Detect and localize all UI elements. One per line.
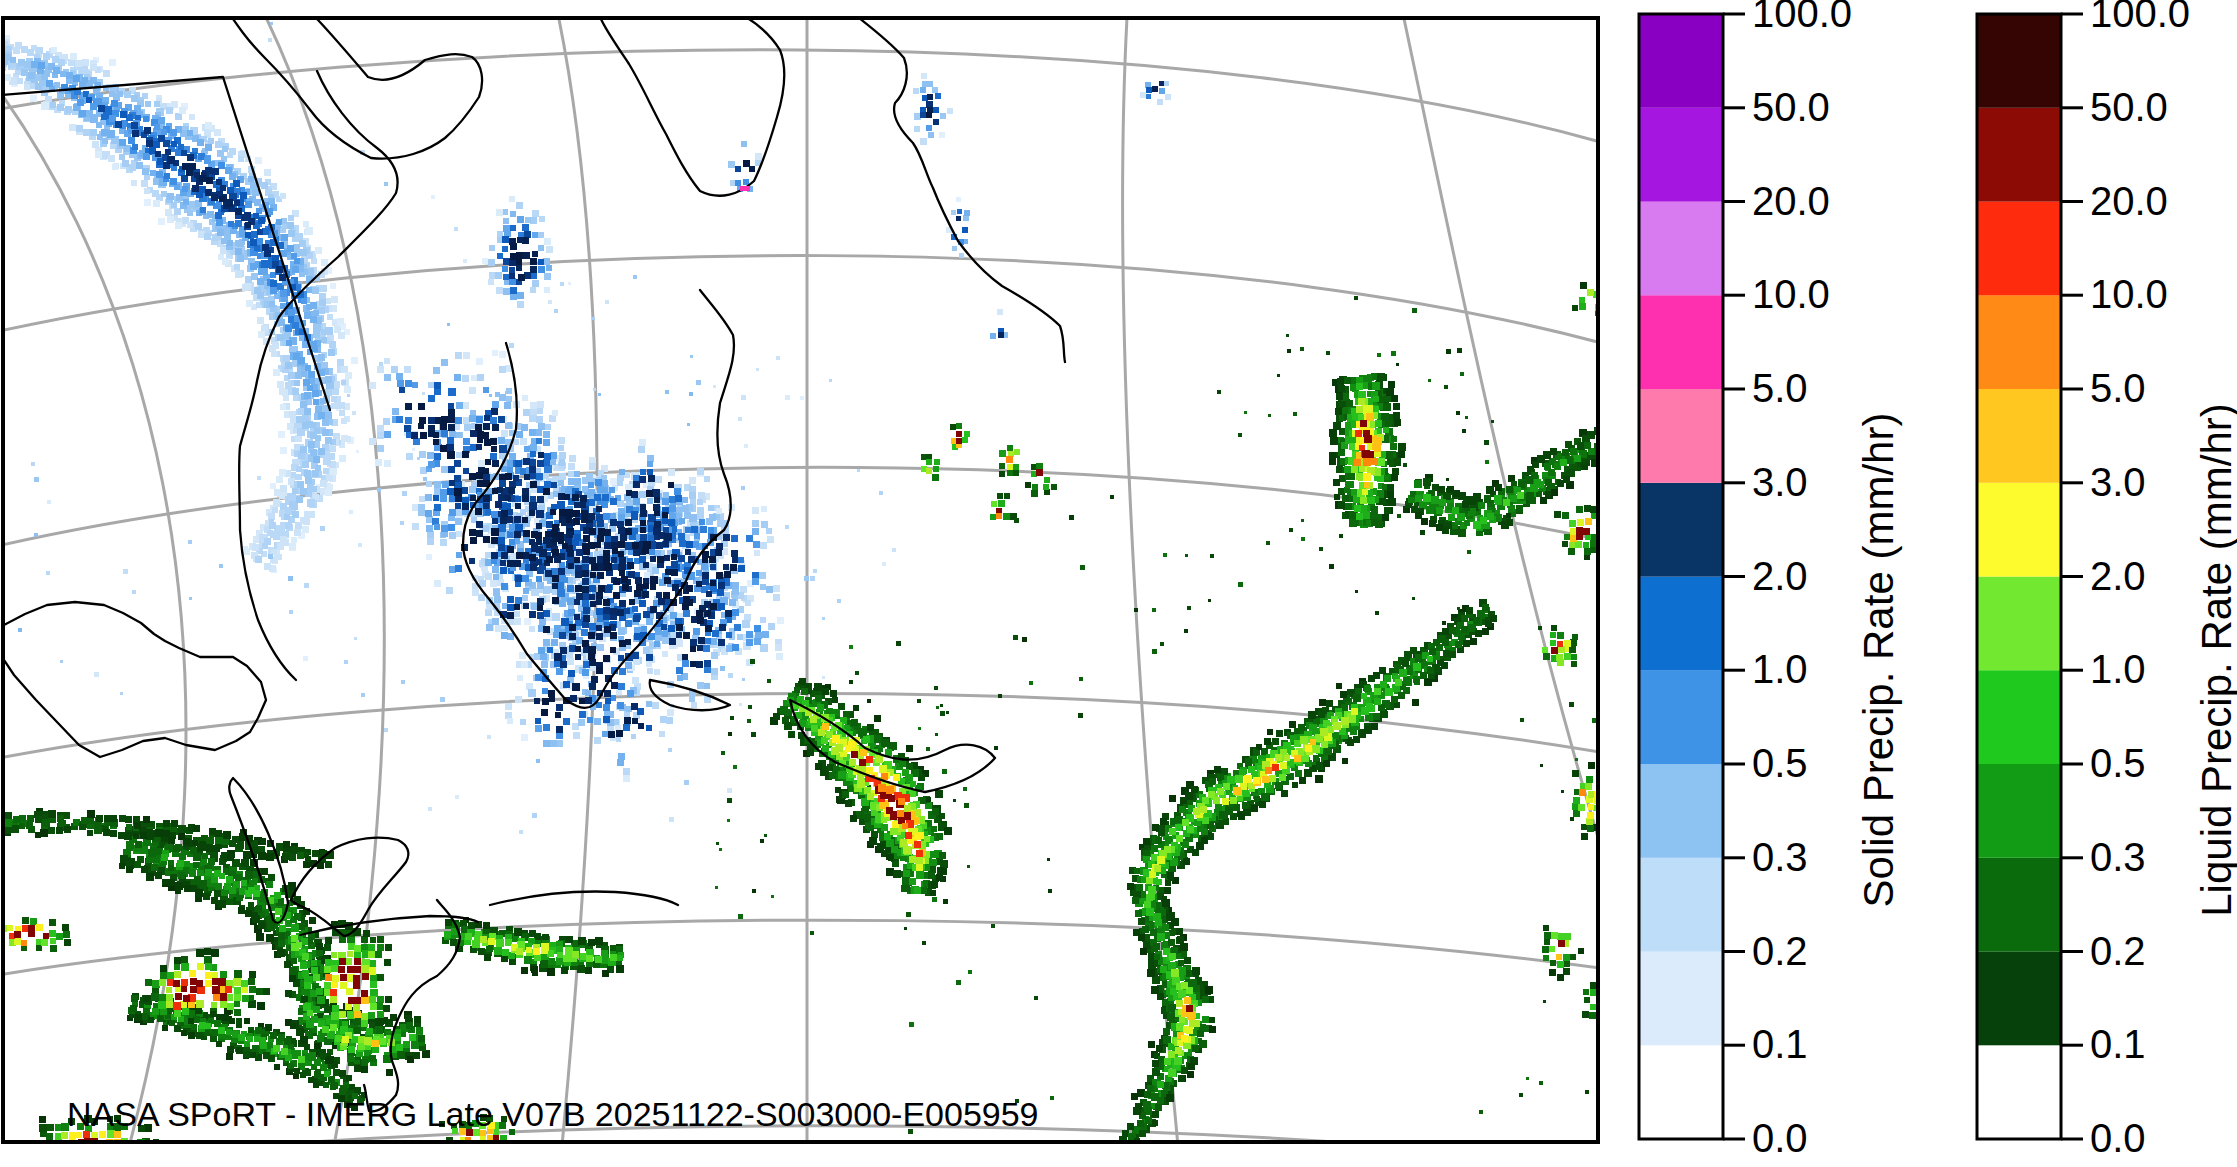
svg-text:NASA SPoRT - IMERG Late V07B 2: NASA SPoRT - IMERG Late V07B 20251122-S0… [67,1095,1039,1133]
svg-text:0.1: 0.1 [2090,1022,2146,1066]
svg-text:20.0: 20.0 [2090,179,2168,223]
svg-text:1.0: 1.0 [1752,647,1808,691]
svg-text:0.5: 0.5 [2090,741,2146,785]
svg-text:50.0: 50.0 [1752,85,1830,129]
svg-text:50.0: 50.0 [2090,85,2168,129]
svg-text:0.1: 0.1 [1752,1022,1808,1066]
svg-text:0.0: 0.0 [1752,1116,1808,1160]
svg-text:Solid Precip. Rate (mm/hr): Solid Precip. Rate (mm/hr) [1855,413,1902,908]
svg-text:100.0: 100.0 [2090,0,2190,35]
svg-text:20.0: 20.0 [1752,179,1830,223]
svg-text:0.2: 0.2 [2090,929,2146,973]
svg-text:0.0: 0.0 [2090,1116,2146,1160]
svg-text:0.2: 0.2 [1752,929,1808,973]
svg-text:5.0: 5.0 [2090,366,2146,410]
svg-text:3.0: 3.0 [2090,460,2146,504]
svg-text:10.0: 10.0 [2090,272,2168,316]
svg-text:Liquid Precip. Rate (mm/hr): Liquid Precip. Rate (mm/hr) [2193,403,2237,917]
svg-text:0.3: 0.3 [1752,835,1808,879]
svg-text:0.3: 0.3 [2090,835,2146,879]
svg-text:2.0: 2.0 [2090,554,2146,598]
svg-text:2.0: 2.0 [1752,554,1808,598]
svg-text:100.0: 100.0 [1752,0,1852,35]
svg-text:10.0: 10.0 [1752,272,1830,316]
svg-text:1.0: 1.0 [2090,647,2146,691]
svg-text:0.5: 0.5 [1752,741,1808,785]
svg-text:5.0: 5.0 [1752,366,1808,410]
svg-text:3.0: 3.0 [1752,460,1808,504]
